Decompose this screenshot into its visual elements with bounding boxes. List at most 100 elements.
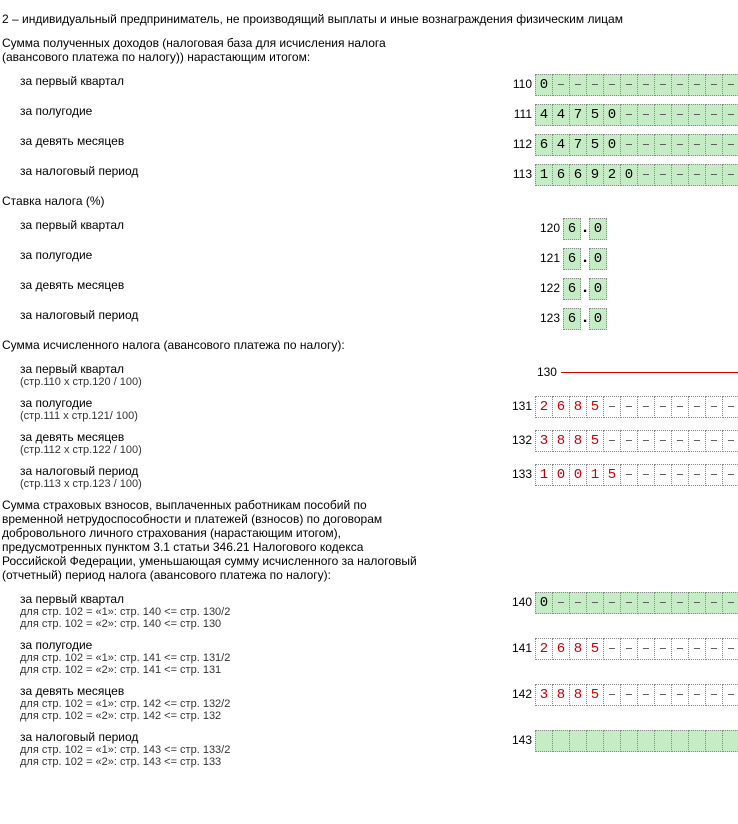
line-code: 142 <box>505 684 532 701</box>
digit-cell <box>637 730 655 752</box>
digit-cell: – <box>722 164 738 186</box>
digit-cell: – <box>671 684 689 706</box>
value-cells: 166920–––––– <box>536 164 738 186</box>
digit-cell: 4 <box>552 134 570 156</box>
digit-cell: 4 <box>535 104 553 126</box>
form-row: за налоговый периоддля стр. 102 = «1»: с… <box>2 730 738 768</box>
digit-cell: 9 <box>586 164 604 186</box>
line-code: 120 <box>532 218 560 235</box>
value-cells: 3885–––––––– <box>536 684 738 706</box>
digit-cell: – <box>654 684 672 706</box>
top-note: 2 – индивидуальный предприниматель, не п… <box>2 12 738 26</box>
digit-cell: – <box>705 638 723 660</box>
digit-cell: – <box>688 104 706 126</box>
digit-cell: – <box>722 592 738 614</box>
digit-cell: – <box>620 74 638 96</box>
digit-cell: 8 <box>569 396 587 418</box>
section-heading: Ставка налога (%) <box>2 194 422 208</box>
digit-cell: – <box>688 638 706 660</box>
digit-cell: 5 <box>586 134 604 156</box>
digit-cell: 0 <box>589 218 607 240</box>
digit-cell: 0 <box>603 104 621 126</box>
digit-cell: – <box>637 396 655 418</box>
rate-cells: 6.0 <box>564 248 607 270</box>
digit-cell: 5 <box>586 684 604 706</box>
digit-cell <box>569 730 587 752</box>
digit-cell: – <box>603 396 621 418</box>
digit-cell: – <box>671 430 689 452</box>
value-cells: 2685–––––––– <box>536 396 738 418</box>
digit-cell: – <box>654 74 672 96</box>
section-heading: Сумма полученных доходов (налоговая база… <box>2 36 422 64</box>
digit-cell: – <box>552 74 570 96</box>
rate-cells: 6.0 <box>564 278 607 300</box>
digit-cell: – <box>620 430 638 452</box>
value-cells: 0––––––––––– <box>536 592 738 614</box>
digit-cell: – <box>654 464 672 486</box>
digit-cell: 5 <box>586 430 604 452</box>
digit-cell: – <box>705 74 723 96</box>
digit-cell: 5 <box>603 464 621 486</box>
digit-cell: 6 <box>569 164 587 186</box>
row-label: за первый квартал <box>2 218 522 232</box>
digit-cell: – <box>722 638 738 660</box>
digit-cell <box>535 730 553 752</box>
digit-cell: – <box>705 592 723 614</box>
form-row: за девять месяцев1226.0 <box>2 278 738 300</box>
digit-cell: 6 <box>552 396 570 418</box>
digit-cell: 6 <box>552 164 570 186</box>
digit-cell: 5 <box>586 638 604 660</box>
digit-cell: – <box>620 134 638 156</box>
digit-cell: – <box>705 684 723 706</box>
digit-cell: – <box>637 684 655 706</box>
digit-cell: – <box>671 134 689 156</box>
digit-cell: – <box>722 430 738 452</box>
digit-cell: 8 <box>569 684 587 706</box>
row-label: за полугодие <box>2 248 522 262</box>
digit-cell: 6 <box>563 248 581 270</box>
digit-cell: 0 <box>569 464 587 486</box>
form-row: за первый кварталдля стр. 102 = «1»: стр… <box>2 592 738 630</box>
digit-cell: 7 <box>569 104 587 126</box>
digit-cell: – <box>586 74 604 96</box>
line-code: 122 <box>532 278 560 295</box>
line-code: 113 <box>505 164 532 181</box>
digit-cell <box>722 730 738 752</box>
digit-cell: 4 <box>552 104 570 126</box>
digit-cell: 2 <box>535 638 553 660</box>
row-sublabel: для стр. 102 = «1»: стр. 141 <= стр. 131… <box>2 652 495 664</box>
digit-cell: – <box>671 464 689 486</box>
digit-cell: 3 <box>535 684 553 706</box>
digit-cell: – <box>722 74 738 96</box>
row-sublabel: (стр.113 х стр.123 / 100) <box>2 478 495 490</box>
digit-cell: – <box>722 104 738 126</box>
line-code: 133 <box>505 464 532 481</box>
row-sublabel: (стр.110 х стр.120 / 100) <box>2 376 519 388</box>
digit-cell: – <box>620 464 638 486</box>
digit-cell <box>705 730 723 752</box>
digit-cell: – <box>637 638 655 660</box>
digit-cell: – <box>603 592 621 614</box>
digit-cell: – <box>688 74 706 96</box>
row-sublabel: для стр. 102 = «2»: стр. 142 <= стр. 132 <box>2 710 495 722</box>
form-row: за полугодие(стр.111 х стр.121/ 100)1312… <box>2 396 738 422</box>
digit-cell: 0 <box>589 278 607 300</box>
form-row: за полугодие1216.0 <box>2 248 738 270</box>
digit-cell: – <box>569 592 587 614</box>
line-code: 131 <box>505 396 532 413</box>
form-row: за первый квартал1100––––––––––– <box>2 74 738 96</box>
digit-cell: – <box>705 464 723 486</box>
value-cells: 2685–––––––– <box>536 638 738 660</box>
value-cells <box>536 730 738 752</box>
rate-cells: 6.0 <box>564 308 607 330</box>
digit-cell: – <box>688 134 706 156</box>
digit-cell: 8 <box>569 430 587 452</box>
digit-cell: – <box>620 638 638 660</box>
row-label: за полугодие <box>2 638 495 652</box>
rate-cells: 6.0 <box>564 218 607 240</box>
digit-cell: 2 <box>535 396 553 418</box>
digit-cell: – <box>688 430 706 452</box>
digit-cell: – <box>620 592 638 614</box>
form-row: за полугодие11144750––––––– <box>2 104 738 126</box>
digit-cell: 6 <box>563 278 581 300</box>
